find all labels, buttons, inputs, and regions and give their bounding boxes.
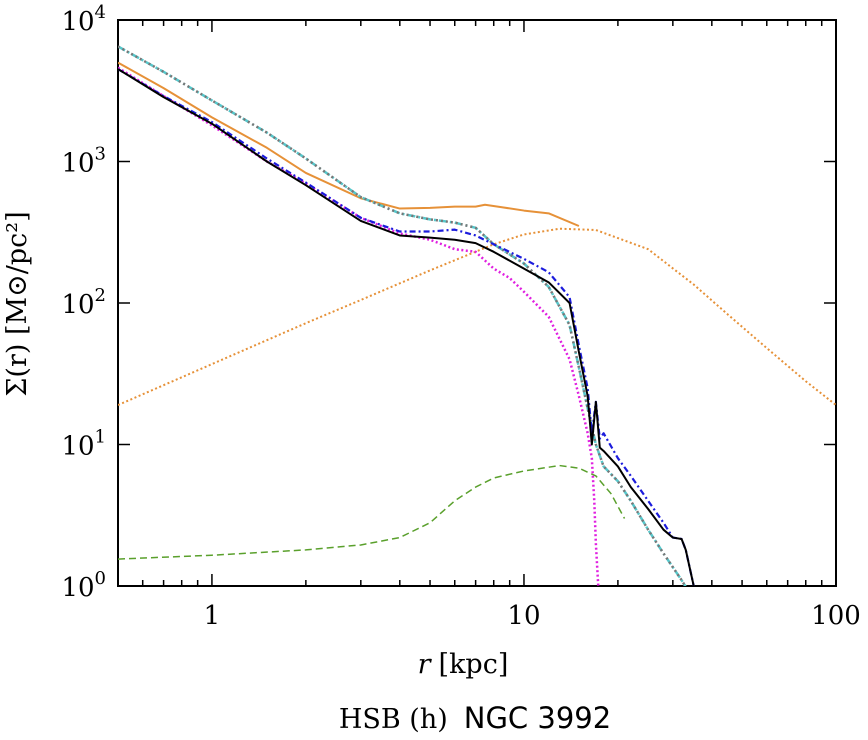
y-tick-base: 10 — [61, 149, 94, 179]
y-tick-label: 101 — [61, 427, 106, 462]
y-tick-label: 102 — [61, 285, 106, 320]
series-orange-dotted — [118, 227, 836, 406]
y-tick-exponent: 2 — [95, 285, 106, 306]
x-tick-label: 100 — [811, 601, 861, 631]
series-blue-dashdot — [118, 68, 695, 586]
y-tick-base: 10 — [61, 290, 94, 320]
series-group — [118, 45, 836, 586]
y-tick-exponent: 4 — [95, 2, 106, 23]
y-tick-base: 10 — [61, 7, 94, 37]
y-tick-label: 103 — [61, 144, 106, 179]
x-tick-label: 1 — [204, 601, 221, 631]
y-tick-exponent: 0 — [95, 568, 106, 589]
x-tick-label: 10 — [507, 601, 540, 631]
series-green-dashed — [118, 464, 626, 560]
y-tick-base: 10 — [61, 432, 94, 462]
caption-prefix: HSB (h) — [339, 704, 448, 735]
chart-title: NGC 3992 — [464, 701, 611, 735]
plot-frame — [117, 19, 837, 587]
y-tick-label: 104 — [61, 2, 106, 37]
series-orange-solid — [118, 61, 580, 227]
ticks-group — [117, 19, 836, 587]
series-black-solid — [118, 68, 695, 586]
y-tick-base: 10 — [61, 573, 94, 603]
series-magenta-dotted — [118, 66, 600, 586]
y-axis-label: Σ(r) [M⊙/pc²] — [2, 211, 33, 396]
series-gray-dotted — [118, 45, 687, 586]
x-axis-label-var: r — [418, 649, 433, 680]
y-tick-label: 100 — [61, 568, 106, 603]
series-cyan-dashdot — [118, 45, 687, 586]
chart-caption: HSB (h) NGC 3992 — [339, 701, 611, 735]
y-tick-exponent: 3 — [95, 144, 106, 165]
x-axis-label: r [kpc] — [418, 649, 509, 680]
x-tick-labels: 1 10 100 — [204, 601, 861, 631]
x-axis-label-unit: [kpc] — [439, 649, 509, 680]
y-tick-exponent: 1 — [95, 427, 106, 448]
